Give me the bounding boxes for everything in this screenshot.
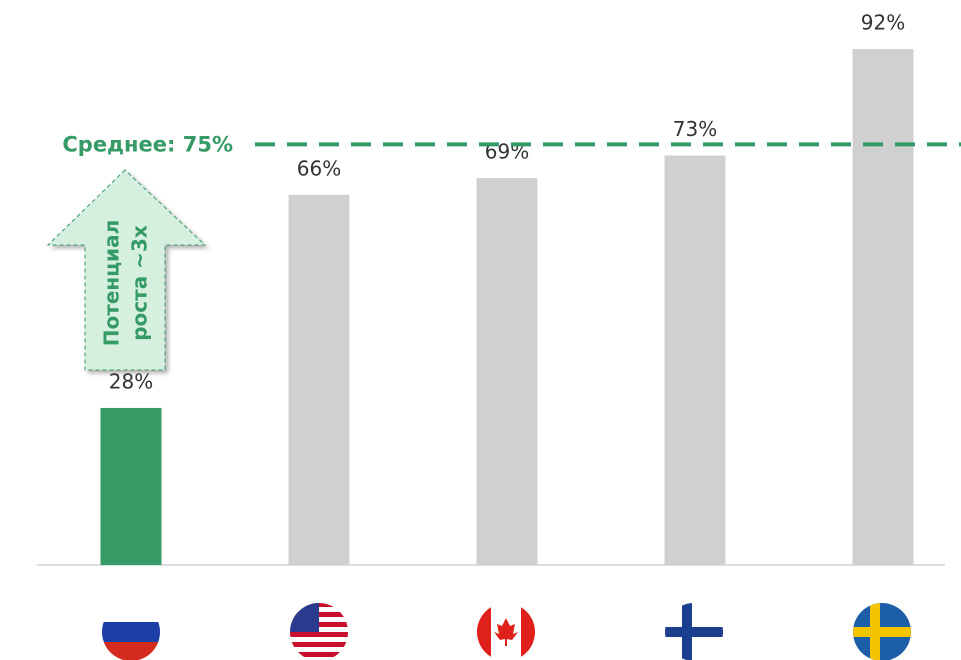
- value-label: 92%: [861, 11, 905, 35]
- flag-finland: [665, 603, 723, 660]
- bar: [100, 407, 162, 565]
- annotation-text: роста ~3x: [128, 225, 152, 341]
- value-label: 66%: [297, 156, 341, 180]
- value-label: 28%: [109, 369, 153, 393]
- bar: [476, 178, 538, 565]
- bar: [664, 155, 726, 565]
- average-label: Среднее: 75%: [62, 132, 233, 156]
- bar: [288, 194, 350, 565]
- bar: [852, 49, 914, 565]
- value-label: 73%: [673, 117, 717, 141]
- annotation-text: Потенциал: [100, 220, 124, 346]
- flag-usa: [290, 603, 348, 660]
- flag-sweden: [853, 603, 911, 660]
- flags: [102, 603, 911, 660]
- flag-canada: [477, 603, 535, 660]
- growth-arrow: [46, 169, 207, 371]
- flag-russia: [102, 603, 160, 660]
